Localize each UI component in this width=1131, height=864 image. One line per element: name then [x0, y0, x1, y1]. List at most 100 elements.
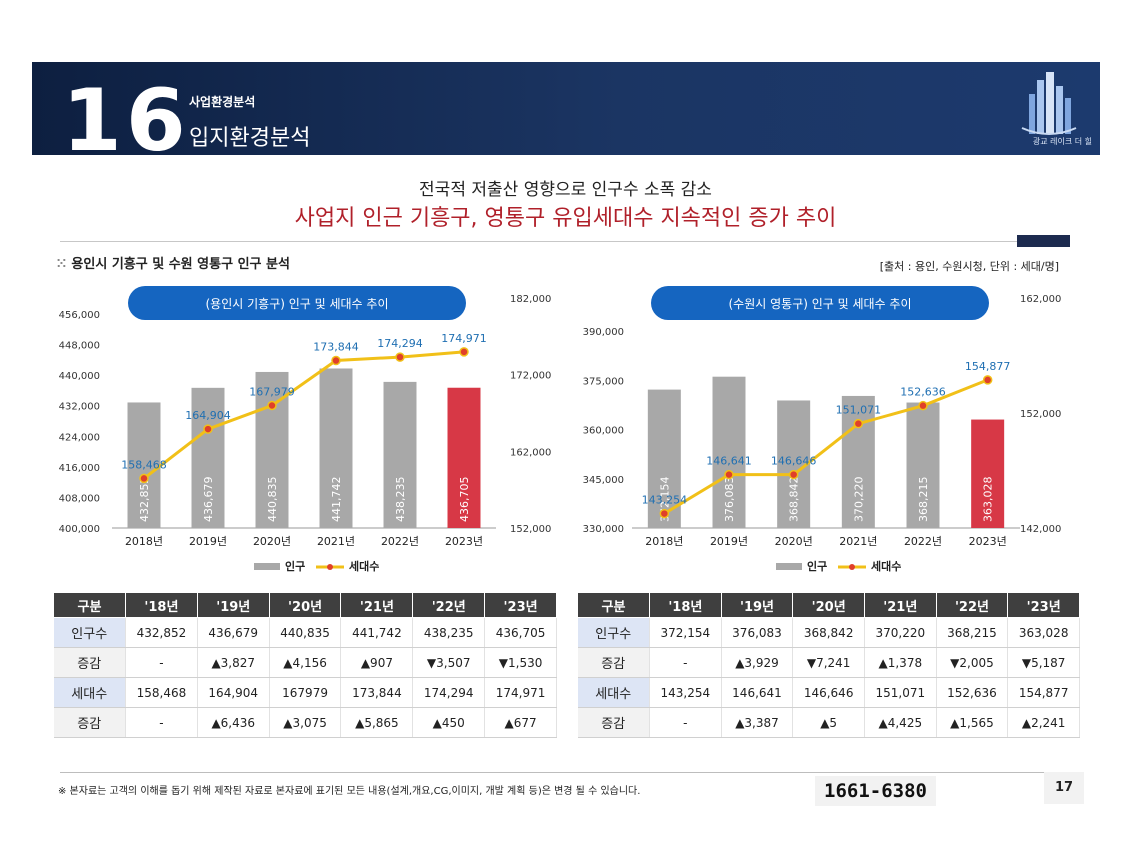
section-subtitle: 사업환경분석: [189, 95, 256, 109]
bar-value-label: 436,679: [202, 477, 215, 523]
table-yeongtong: 구분 '18년 '19년 '20년 '21년 '22년 '23년 인구수 372,154 376,…: [577, 592, 1080, 738]
table-cell: ▲2,241: [1007, 707, 1080, 738]
page-number: 17: [1044, 772, 1084, 804]
x-tick-label: 2018년: [125, 535, 163, 548]
table-row: 증감 - ▲3,827 ▲4,156 ▲907 ▼3,507 ▼1,530: [53, 647, 557, 678]
line-point: [788, 469, 799, 480]
x-tick-label: 2022년: [904, 535, 942, 548]
phone-number: 1661-6380: [815, 776, 936, 806]
table-cell: 372,154: [649, 617, 722, 648]
bar: [383, 381, 417, 528]
table-cell: ▲1,378: [864, 647, 937, 678]
line-value-label: 154,877: [965, 360, 1011, 373]
y-left-tick-label: 390,000: [583, 327, 624, 338]
line-point: [267, 400, 277, 411]
table-cell: ▲450: [412, 707, 486, 738]
headline-title: 사업지 인근 기흥구, 영통구 유입세대수 지속적인 증가 추이: [294, 206, 837, 231]
table-cell: 151,071: [864, 677, 937, 708]
table-cell: ▲3,075: [269, 707, 342, 738]
table-cell: ▲907: [340, 647, 414, 678]
table-header-row: 구분 '18년 '19년 '20년 '21년 '22년 '23년: [53, 592, 557, 618]
table-cell: 436,705: [484, 617, 557, 648]
chart-title: (용인시 기흥구) 인구 및 세대수 추이: [206, 297, 389, 311]
bar: [647, 389, 681, 528]
header-banner: 16 사업환경분석 입지환경분석 광교 레이크 더 힐: [32, 62, 1100, 155]
table-cell: 164,904: [197, 677, 270, 708]
table-header-cell: '21년: [340, 592, 414, 618]
line-value-label: 167,979: [249, 385, 295, 398]
table-cell: 441,742: [340, 617, 414, 648]
table-giheung: 구분 '18년 '19년 '20년 '21년 '22년 '23년 인구수 432,852 436,…: [53, 592, 557, 738]
logo-text: 광교 레이크 더 힐: [1032, 137, 1092, 146]
table-cell: ▲3,827: [197, 647, 270, 678]
table-header-cell: 구분: [53, 592, 126, 618]
x-tick-label: 2019년: [710, 535, 748, 548]
table-row-label: 인구수: [577, 617, 650, 648]
analysis-title: ⁙ 용인시 기흥구 및 수원 영통구 인구 분석: [56, 253, 290, 272]
footer-divider: [60, 772, 1070, 773]
line-value-label: 146,646: [771, 455, 817, 468]
table-header-cell: '22년: [935, 592, 1009, 618]
bar: [841, 395, 875, 528]
data-source: [출처 : 용인, 수원시청, 단위 : 세대/명]: [879, 260, 1059, 273]
bar-value-label: 432,852: [138, 477, 151, 523]
x-tick-label: 2023년: [445, 535, 483, 548]
table-header-row: 구분 '18년 '19년 '20년 '21년 '22년 '23년: [577, 592, 1080, 618]
headline-subtitle: 전국적 저출산 영향으로 인구수 소폭 감소: [419, 180, 712, 200]
table-cell: ▲4,425: [864, 707, 937, 738]
y-left-tick-label: 456,000: [59, 310, 100, 321]
line-value-label: 158,468: [121, 458, 167, 471]
legend-swatch-bar: [776, 563, 802, 570]
line-value-label: 173,844: [313, 341, 359, 354]
analysis-title-text: 용인시 기흥구 및 수원 영통구 인구 분석: [71, 257, 290, 272]
line-value-label: 143,254: [642, 494, 688, 507]
table-cell: 146,641: [721, 677, 794, 708]
y-left-tick-label: 416,000: [59, 463, 100, 474]
bar: [191, 387, 225, 528]
x-tick-label: 2021년: [317, 535, 355, 548]
table-cell: 363,028: [1007, 617, 1080, 648]
table-row: 증감 - ▲3,929 ▼7,241 ▲1,378 ▼2,005 ▼5,187: [577, 647, 1080, 678]
x-tick-label: 2020년: [775, 535, 813, 548]
table-cell: ▼3,507: [412, 647, 486, 678]
x-tick-label: 2021년: [839, 535, 877, 548]
table-header-cell: '18년: [125, 592, 198, 618]
y-left-tick-label: 424,000: [59, 432, 100, 443]
y-left-tick-label: 448,000: [59, 341, 100, 352]
line-series-segment: [663, 378, 989, 515]
y-left-tick-label: 330,000: [583, 524, 624, 535]
chart-title-pill: [651, 286, 989, 320]
line-point: [459, 347, 469, 357]
table-cell: 432,852: [125, 617, 198, 648]
table-row-label: 증감: [577, 647, 650, 678]
table-row-label: 인구수: [53, 617, 126, 648]
table-cell: 154,877: [1007, 677, 1080, 708]
bar-value-label: 368,842: [788, 477, 801, 523]
bar-value-label: 368,215: [917, 477, 930, 523]
bar-value-label: 363,028: [982, 477, 995, 523]
disclaimer-note: ※ 본자료는 고객의 이해를 돕기 위해 제작된 자료로 본자료에 표기된 모든…: [58, 786, 641, 797]
x-tick-label: 2018년: [645, 535, 683, 548]
accent-bar: [1017, 235, 1070, 247]
table-cell: ▲1,565: [936, 707, 1009, 738]
table-row-label: 증감: [53, 707, 126, 738]
table-header-cell: '21년: [863, 592, 937, 618]
legend-swatch-dot: [849, 564, 855, 570]
bar-value-label: 370,220: [852, 477, 865, 523]
bar: [447, 387, 481, 528]
table-cell: -: [649, 707, 722, 738]
table-header-cell: '23년: [1007, 592, 1080, 618]
bar: [906, 402, 940, 528]
table-cell: ▼5,187: [1007, 647, 1080, 678]
x-tick-label: 2022년: [381, 535, 419, 548]
table-header-cell: '20년: [268, 592, 342, 618]
bar: [127, 402, 161, 528]
table-cell: -: [125, 707, 198, 738]
y-right-tick-label: 162,000: [510, 447, 551, 458]
line-point: [203, 424, 213, 434]
bar: [319, 368, 353, 528]
y-left-tick-label: 432,000: [59, 402, 100, 413]
table-cell: ▲5: [792, 707, 865, 738]
table-cell: 368,215: [936, 617, 1009, 648]
table-cell: 167979: [269, 677, 342, 708]
